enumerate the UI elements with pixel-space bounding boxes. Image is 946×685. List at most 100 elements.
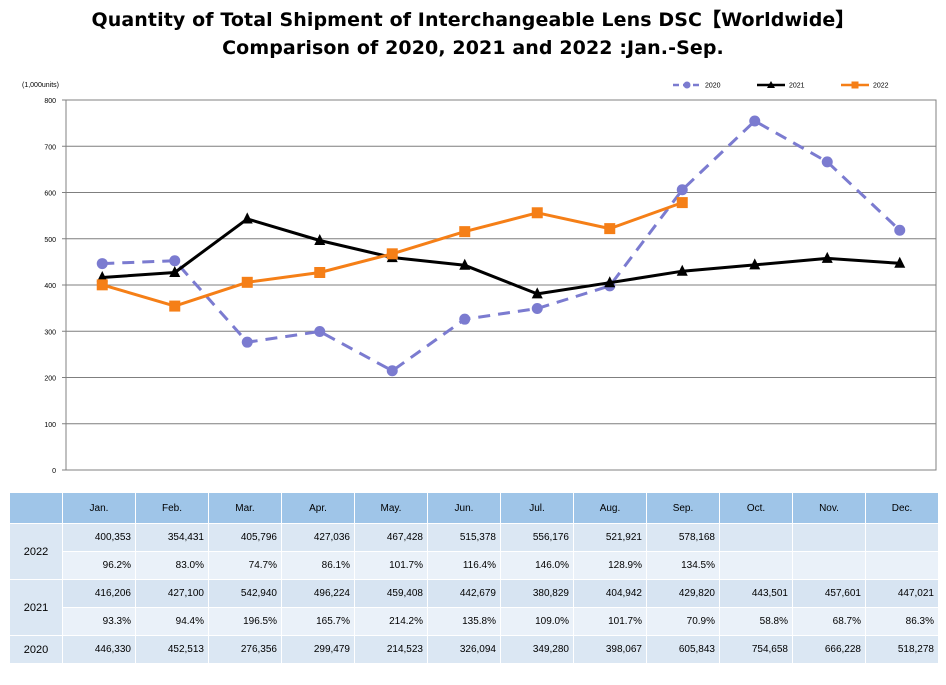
y-tick-label: 700 bbox=[44, 144, 56, 151]
y-tick-label: 600 bbox=[44, 191, 56, 198]
table-cell: 86.1% bbox=[281, 551, 355, 580]
data-point-2021 bbox=[96, 271, 108, 283]
data-point-2021 bbox=[749, 258, 761, 270]
y-tick-label: 500 bbox=[44, 237, 56, 244]
data-point-2022 bbox=[241, 276, 253, 288]
table-cell: 429,820 bbox=[646, 579, 720, 608]
column-header: Sep. bbox=[646, 492, 720, 524]
table-cell: 74.7% bbox=[208, 551, 282, 580]
column-header: Nov. bbox=[792, 492, 866, 524]
data-point-2021 bbox=[531, 287, 543, 299]
table-cell: 101.7% bbox=[573, 607, 647, 636]
table-cell: 556,176 bbox=[500, 523, 574, 552]
column-header: May. bbox=[354, 492, 428, 524]
table-cell: 68.7% bbox=[792, 607, 866, 636]
data-point-2020 bbox=[386, 365, 398, 377]
table-row: Jan. Feb. Mar. Apr. May. Jun. Jul. Aug. Sep. Oct.… bbox=[9, 492, 939, 524]
chart-title: Quantity of Total Shipment of Interchang… bbox=[0, 6, 946, 62]
y-tick-label: 200 bbox=[44, 376, 56, 383]
series-line-2020 bbox=[102, 119, 901, 373]
data-point-2022 bbox=[314, 266, 326, 278]
table-cell: 93.3% bbox=[62, 607, 136, 636]
column-header: Mar. bbox=[208, 492, 282, 524]
data-point-2020 bbox=[894, 224, 906, 236]
table-cell: 666,228 bbox=[792, 635, 866, 664]
table-cell: 70.9% bbox=[646, 607, 720, 636]
data-point-2020 bbox=[314, 325, 326, 337]
table-cell bbox=[865, 551, 939, 580]
title-line-1: Quantity of Total Shipment of Interchang… bbox=[91, 9, 855, 31]
table-cell: 83.0% bbox=[135, 551, 209, 580]
legend-label-2020: 2020 bbox=[705, 83, 721, 90]
table-cell: 299,479 bbox=[281, 635, 355, 664]
table-cell: 214,523 bbox=[354, 635, 428, 664]
table-cell: 326,094 bbox=[427, 635, 501, 664]
table-cell: 276,356 bbox=[208, 635, 282, 664]
data-point-2021 bbox=[314, 233, 326, 246]
table-cell: 398,067 bbox=[573, 635, 647, 664]
column-header: Jun. bbox=[427, 492, 501, 524]
table-cell: 86.3% bbox=[865, 607, 939, 636]
y-axis-label: (1,000units) bbox=[22, 82, 59, 89]
table-cell bbox=[792, 551, 866, 580]
table-cell: 404,942 bbox=[573, 579, 647, 608]
series-line-2021 bbox=[102, 217, 900, 296]
table-cell bbox=[719, 523, 793, 552]
row-year-label: 2021 bbox=[9, 579, 63, 636]
data-point-2022 bbox=[604, 223, 616, 235]
table-corner bbox=[9, 492, 63, 524]
table-cell: 515,378 bbox=[427, 523, 501, 552]
table-cell: 134.5% bbox=[646, 551, 720, 580]
data-point-2021 bbox=[676, 264, 688, 276]
column-header: Apr. bbox=[281, 492, 355, 524]
table-row: 96.2% 83.0% 74.7% 86.1% 101.7% 116.4% 146.0% 12… bbox=[10, 551, 939, 580]
table-cell: 58.8% bbox=[719, 607, 793, 636]
table-cell: 128.9% bbox=[573, 551, 647, 580]
table-cell bbox=[865, 523, 939, 552]
data-point-2021 bbox=[821, 251, 833, 263]
table-cell: 459,408 bbox=[354, 579, 428, 608]
data-point-2022 bbox=[169, 300, 181, 312]
table-cell: 349,280 bbox=[500, 635, 574, 664]
table-row: 2020 446,330 452,513 276,356 299,479 214,523 3… bbox=[9, 635, 939, 664]
table-cell: 116.4% bbox=[427, 551, 501, 580]
legend-marker-2021 bbox=[767, 81, 775, 88]
y-tick-label: 0 bbox=[52, 468, 56, 475]
table-cell: 94.4% bbox=[135, 607, 209, 636]
line-chart: 0 100 200 300 400 500 600 700 800 (1,000units) 202… bbox=[22, 81, 937, 475]
table-row: 93.3% 94.4% 196.5% 165.7% 214.2% 135.8% 109.0%… bbox=[10, 607, 939, 636]
y-tick-label: 100 bbox=[44, 422, 56, 429]
data-point-2022 bbox=[459, 226, 471, 238]
column-header: Jan. bbox=[62, 492, 136, 524]
data-point-2020 bbox=[169, 255, 181, 267]
table-cell: 605,843 bbox=[646, 635, 720, 664]
table-cell: 446,330 bbox=[62, 635, 136, 664]
table-cell: 496,224 bbox=[281, 579, 355, 608]
data-point-2022 bbox=[676, 197, 688, 209]
table-cell: 380,829 bbox=[500, 579, 574, 608]
table-cell: 214.2% bbox=[354, 607, 428, 636]
table-cell: 447,021 bbox=[865, 579, 939, 608]
data-point-2020 bbox=[749, 115, 761, 127]
table-row: 2022 400,353 354,431 405,796 427,036 467,428 5… bbox=[9, 523, 939, 580]
table-cell: 96.2% bbox=[62, 551, 136, 580]
data-point-2022 bbox=[386, 248, 398, 260]
table-cell: 578,168 bbox=[646, 523, 720, 552]
row-year-label: 2022 bbox=[9, 523, 63, 580]
table-cell: 400,353 bbox=[62, 523, 136, 552]
data-point-2021 bbox=[169, 265, 181, 278]
data-point-2020 bbox=[241, 336, 253, 348]
table-cell: 427,100 bbox=[135, 579, 209, 608]
table-cell: 754,658 bbox=[719, 635, 793, 664]
table-cell: 165.7% bbox=[281, 607, 355, 636]
table-cell: 518,278 bbox=[865, 635, 939, 664]
table-cell: 427,036 bbox=[281, 523, 355, 552]
table-cell: 443,501 bbox=[719, 579, 793, 608]
row-year-label: 2020 bbox=[9, 635, 63, 664]
legend-label-2021: 2021 bbox=[789, 83, 805, 90]
table-cell: 101.7% bbox=[354, 551, 428, 580]
column-header: Feb. bbox=[135, 492, 209, 524]
table-cell: 196.5% bbox=[208, 607, 282, 636]
table-cell bbox=[792, 523, 866, 552]
legend-marker-2022 bbox=[851, 81, 859, 89]
